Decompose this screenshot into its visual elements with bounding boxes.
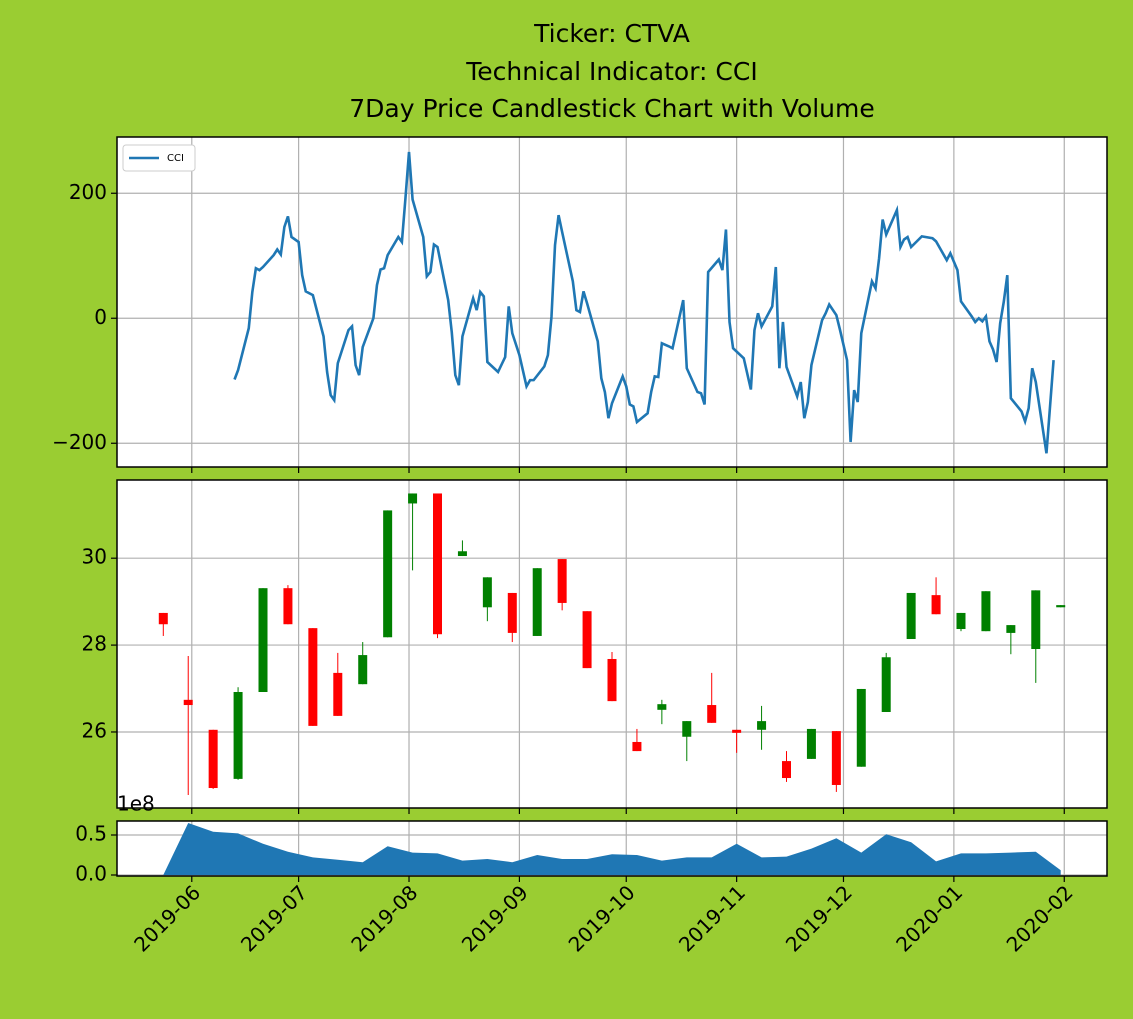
candle-body bbox=[856, 688, 866, 767]
candle-body bbox=[308, 628, 318, 726]
candle-body bbox=[383, 510, 393, 638]
candle-body bbox=[881, 657, 891, 712]
y-tick-label: 0 bbox=[94, 305, 107, 329]
candle-body bbox=[183, 699, 193, 706]
candle-body bbox=[283, 588, 293, 625]
candle-body bbox=[806, 728, 816, 759]
axes-frame bbox=[116, 479, 1108, 809]
axes-frame bbox=[116, 820, 1108, 877]
candle-body bbox=[707, 705, 717, 723]
candle-body bbox=[1056, 605, 1066, 608]
plot-area bbox=[117, 480, 1107, 808]
candle-body bbox=[532, 568, 542, 636]
candle-body bbox=[732, 729, 742, 733]
candle-body bbox=[607, 658, 617, 702]
candle-body bbox=[1006, 625, 1016, 633]
axis-offset-label: 1e8 bbox=[117, 792, 155, 816]
y-tick-label: 26 bbox=[82, 718, 107, 742]
legend-label: CCI bbox=[167, 153, 184, 164]
candle-body bbox=[956, 612, 966, 630]
plot-area bbox=[117, 137, 1107, 467]
candle-body bbox=[632, 741, 642, 752]
candle-body bbox=[981, 591, 991, 632]
candle-body bbox=[333, 672, 343, 716]
candle-body bbox=[457, 551, 467, 557]
candle-body bbox=[408, 493, 418, 504]
candle-body bbox=[831, 731, 841, 785]
axes-frame bbox=[116, 136, 1108, 468]
plot bbox=[158, 493, 1066, 795]
chart-title: Technical Indicator: CCI bbox=[465, 57, 757, 86]
candle-body bbox=[507, 592, 517, 633]
candle-body bbox=[358, 655, 368, 685]
chart-title: Ticker: CTVA bbox=[533, 19, 690, 48]
candle-body bbox=[1031, 590, 1041, 649]
y-tick-label: −200 bbox=[52, 430, 107, 454]
y-tick-label: 28 bbox=[82, 632, 107, 656]
volume-area bbox=[163, 823, 1061, 875]
candle-body bbox=[482, 577, 492, 608]
candle-body bbox=[682, 721, 692, 737]
chart-title: 7Day Price Candlestick Chart with Volume bbox=[349, 94, 875, 123]
candle-body bbox=[931, 595, 941, 615]
candle-body bbox=[906, 592, 916, 640]
plot bbox=[233, 151, 1055, 454]
candle-body bbox=[781, 761, 791, 779]
y-tick-label: 200 bbox=[69, 180, 107, 204]
candle-body bbox=[582, 611, 592, 669]
y-tick-label: 0.0 bbox=[75, 862, 107, 886]
y-tick-label: 0.5 bbox=[75, 822, 107, 846]
candle-body bbox=[258, 588, 268, 693]
candle-body bbox=[757, 721, 767, 730]
candle-body bbox=[208, 729, 218, 789]
candle-body bbox=[233, 692, 243, 779]
plot bbox=[163, 823, 1061, 875]
candle-body bbox=[433, 493, 443, 635]
candle-body bbox=[657, 704, 667, 710]
candle-body bbox=[557, 559, 567, 603]
cci-line bbox=[233, 151, 1055, 454]
candle-body bbox=[158, 612, 168, 625]
y-tick-label: 30 bbox=[82, 545, 107, 569]
